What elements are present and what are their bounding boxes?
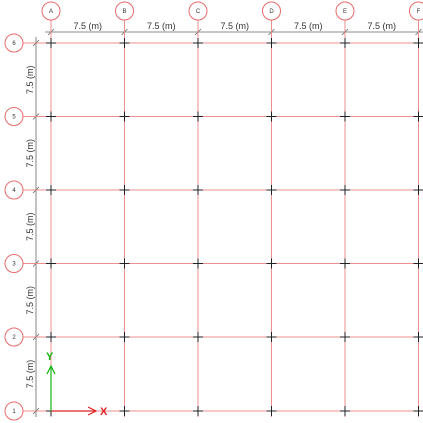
grid-node-a3 <box>46 259 56 269</box>
column-spacing-label: 7.5 (m) <box>73 21 102 31</box>
row-bubble-5: 5 <box>5 108 45 126</box>
grid-node-e5 <box>340 112 350 122</box>
grid-node-b2 <box>120 332 130 342</box>
grid-node-e2 <box>340 332 350 342</box>
row-spacing-label: 7.5 (m) <box>25 212 35 241</box>
grid-node-b6 <box>120 38 130 48</box>
grid-node-a6 <box>46 38 56 48</box>
x-axis-label: X <box>100 406 108 418</box>
column-label: C <box>196 9 201 15</box>
row-bubble-4: 4 <box>5 181 45 199</box>
grid-node-d4 <box>267 185 277 195</box>
row-spacing-label: 7.5 (m) <box>25 360 35 389</box>
grid-node-f6 <box>414 38 423 48</box>
grid-node-a5 <box>46 112 56 122</box>
grid-node-f1 <box>414 406 423 416</box>
grid-node-e4 <box>340 185 350 195</box>
column-spacing-label: 7.5 (m) <box>220 21 249 31</box>
row-bubble-3: 3 <box>5 255 45 273</box>
grid-node-c1 <box>193 406 203 416</box>
grid-node-f2 <box>414 332 423 342</box>
grid-node-b1 <box>120 406 130 416</box>
column-label: A <box>49 9 53 15</box>
grid-node-f3 <box>414 259 423 269</box>
grid-node-b4 <box>120 185 130 195</box>
grid-node-a2 <box>46 332 56 342</box>
grid-node-e3 <box>340 259 350 269</box>
column-spacing-label: 7.5 (m) <box>147 21 176 31</box>
grid-node-d3 <box>267 259 277 269</box>
grid-node-e6 <box>340 38 350 48</box>
grid-lines <box>45 37 423 417</box>
row-bubble-1: 1 <box>5 402 45 420</box>
grid-node-d2 <box>267 332 277 342</box>
grid-node-e1 <box>340 406 350 416</box>
grid-node-b5 <box>120 112 130 122</box>
grid-node-d1 <box>267 406 277 416</box>
dimension-lines: 7.5 (m) 7.5 (m) 7.5 (m) 7.5 (m) 7.5 (m) 7.5 (… <box>25 21 423 417</box>
grid-node-f4 <box>414 185 423 195</box>
column-label: D <box>269 9 274 15</box>
grid-node-c4 <box>193 185 203 195</box>
grid-node-a4 <box>46 185 56 195</box>
grid-node-c2 <box>193 332 203 342</box>
grid-node-f5 <box>414 112 423 122</box>
grid-node-c6 <box>193 38 203 48</box>
row-spacing-label: 7.5 (m) <box>25 139 35 168</box>
grid-node-c5 <box>193 112 203 122</box>
column-spacing-label: 7.5 (m) <box>294 21 323 31</box>
grid-node-c3 <box>193 259 203 269</box>
axes-indicator: X Y <box>46 351 108 418</box>
row-bubble-2: 2 <box>5 328 45 346</box>
column-label: E <box>343 9 347 15</box>
grid-node-d6 <box>267 38 277 48</box>
row-spacing-label: 7.5 (m) <box>25 286 35 315</box>
node-marks <box>46 38 423 416</box>
y-axis-label: Y <box>46 351 54 363</box>
column-spacing-label: 7.5 (m) <box>367 21 396 31</box>
row-spacing-label: 7.5 (m) <box>25 65 35 94</box>
grid-node-d5 <box>267 112 277 122</box>
column-label: F <box>417 9 421 15</box>
row-bubble-6: 6 <box>5 34 45 52</box>
grid-node-b3 <box>120 259 130 269</box>
column-label: B <box>122 9 126 15</box>
